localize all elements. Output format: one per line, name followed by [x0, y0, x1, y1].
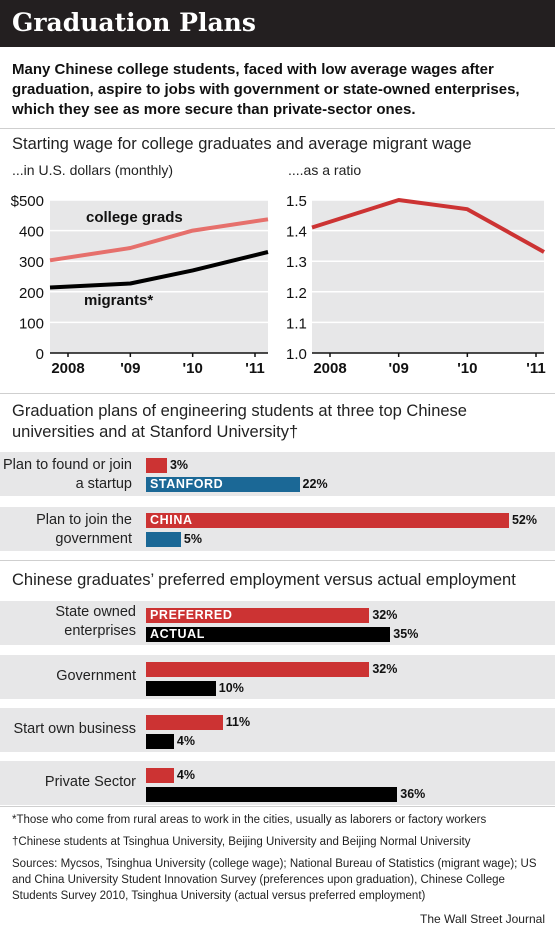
series-line — [49, 217, 269, 263]
x-tick-label: '10 — [183, 360, 203, 377]
y-tick-label: 1.5 — [286, 193, 307, 210]
divider — [0, 560, 555, 561]
y-tick-label: 400 — [19, 224, 44, 241]
bar-value-label: 35% — [393, 627, 419, 641]
x-tick-label: '09 — [389, 360, 409, 377]
x-tick-label: '09 — [120, 360, 140, 377]
y-tick-label: 1.0 — [286, 346, 307, 363]
bar-value-label: 10% — [218, 681, 244, 695]
employment-chart-title: Chinese graduates’ preferred employment … — [12, 571, 516, 589]
y-tick-label: 200 — [19, 285, 44, 302]
bar-series-tag: PREFERRED — [150, 608, 233, 622]
ratio-chart: 1.5 1.4 1.3 1.2 1.1 1.0 2008 '09 '10 '11 — [286, 193, 546, 377]
y-tick-label: 1.2 — [286, 285, 307, 302]
x-tick-label: '10 — [457, 360, 477, 377]
bar-value-label: 5% — [183, 532, 202, 546]
y-tick-label: $500 — [11, 193, 44, 210]
bar — [146, 681, 216, 696]
bar-value-label: 52% — [511, 513, 537, 527]
bar — [146, 787, 398, 802]
credit: The Wall Street Journal — [420, 912, 545, 926]
x-tick-label: '11 — [526, 360, 545, 377]
y-tick-label: 0 — [36, 346, 44, 363]
title-bar: Graduation Plans — [0, 0, 555, 47]
wage-chart-title: Starting wage for college graduates and … — [12, 135, 472, 153]
group-label: Government — [56, 668, 136, 684]
plans-chart-title: Graduation plans of engineering students… — [12, 402, 467, 441]
bar — [146, 734, 174, 749]
group-label: State owned enterprises — [55, 604, 136, 639]
bar-value-label: 32% — [372, 608, 398, 622]
bar-series-tag: ACTUAL — [150, 627, 205, 641]
divider — [0, 128, 555, 129]
footnotes: *Those who come from rural areas to work… — [12, 812, 552, 910]
y-tick-label: 1.1 — [286, 315, 307, 332]
bar — [146, 627, 391, 642]
group-label: Private Sector — [44, 774, 136, 790]
bar-series-tag: STANFORD — [150, 477, 224, 491]
bar-value-label: 3% — [169, 458, 189, 472]
bar — [146, 608, 370, 623]
divider — [0, 393, 555, 394]
bar — [146, 532, 181, 547]
y-tick-label: 1.4 — [286, 224, 307, 241]
bar — [146, 715, 223, 730]
y-tick-label: 100 — [19, 315, 44, 332]
y-tick-label: 1.3 — [286, 254, 307, 271]
bar-value-label: 11% — [225, 715, 251, 729]
bar-value-label: 22% — [302, 477, 328, 491]
bar-series-tag: CHINA — [150, 513, 193, 527]
group-label: Plan to found or join a startup — [3, 457, 132, 492]
group-label: Start own business — [13, 721, 136, 737]
series-label: college grads — [86, 209, 183, 226]
series-line — [49, 250, 269, 290]
bar — [146, 662, 370, 677]
divider — [0, 806, 555, 807]
x-tick-label: '11 — [245, 360, 264, 377]
wage-chart: $500 400 300 200 100 0 2008 '09 '10 '11 college gr… — [11, 193, 269, 377]
bar — [146, 477, 300, 492]
series-label: migrants* — [84, 292, 153, 309]
group-label: Plan to join the government — [36, 512, 132, 547]
page-title: Graduation Plans — [12, 8, 256, 37]
group-panel — [0, 708, 555, 752]
bar-value-label: 4% — [176, 768, 195, 782]
footnote-migrants: *Those who come from rural areas to work… — [12, 814, 487, 826]
bar — [146, 513, 509, 528]
intro-text: Many Chinese college students, faced wit… — [12, 61, 520, 118]
x-tick-label: 2008 — [51, 360, 84, 377]
ratio-chart-subtitle: ....as a ratio — [288, 162, 362, 178]
series-line — [311, 198, 545, 254]
bar-value-label: 4% — [176, 734, 195, 748]
plot-background — [312, 200, 544, 353]
x-tick-label: 2008 — [313, 360, 346, 377]
bar-value-label: 32% — [372, 662, 398, 676]
footnote-stanford: †Chinese students at Tsinghua University… — [12, 836, 471, 848]
y-tick-label: 300 — [19, 254, 44, 271]
bar — [146, 768, 174, 783]
bar — [146, 458, 167, 473]
wage-chart-subtitle: ...in U.S. dollars (monthly) — [12, 162, 174, 178]
bar-value-label: 36% — [400, 787, 426, 801]
sources-note: Sources: Mycsos, Tsinghua University (co… — [12, 858, 537, 902]
